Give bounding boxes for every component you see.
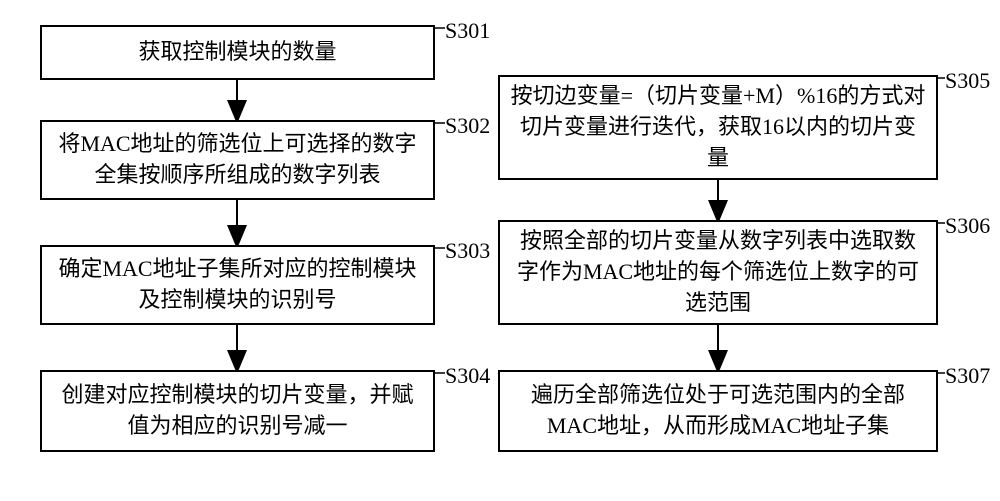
step-label-S302: S302 — [445, 113, 490, 139]
flowchart-canvas: 获取控制模块的数量将MAC地址的筛选位上可选择的数字全集按顺序所组成的数字列表确… — [0, 0, 1000, 501]
flow-node-n5: 按切边变量=（切片变量+M）%16的方式对切片变量进行迭代，获取16以内的切片变… — [498, 75, 938, 180]
flow-node-n2: 将MAC地址的筛选位上可选择的数字全集按顺序所组成的数字列表 — [40, 120, 435, 200]
flow-node-n4: 创建对应控制模块的切片变量，并赋值为相应的识别号减一 — [40, 370, 435, 452]
flow-node-text: 创建对应控制模块的切片变量，并赋值为相应的识别号减一 — [52, 380, 423, 442]
flow-node-text: 确定MAC地址子集所对应的控制模块及控制模块的识别号 — [52, 254, 423, 316]
step-label-S303: S303 — [445, 238, 490, 264]
flow-node-text: 按切边变量=（切片变量+M）%16的方式对切片变量进行迭代，获取16以内的切片变… — [510, 81, 926, 173]
flow-node-n3: 确定MAC地址子集所对应的控制模块及控制模块的识别号 — [40, 245, 435, 325]
step-label-S305: S305 — [945, 68, 990, 94]
flow-node-n1: 获取控制模块的数量 — [40, 25, 435, 80]
step-label-S301: S301 — [445, 18, 490, 44]
flow-node-n7: 遍历全部筛选位处于可选范围内的全部MAC地址，从而形成MAC地址子集 — [498, 370, 938, 452]
flow-node-n6: 按照全部的切片变量从数字列表中选取数字作为MAC地址的每个筛选位上数字的可选范围 — [498, 220, 938, 325]
flow-node-text: 按照全部的切片变量从数字列表中选取数字作为MAC地址的每个筛选位上数字的可选范围 — [510, 226, 926, 318]
flow-node-text: 获取控制模块的数量 — [138, 37, 336, 68]
step-label-S307: S307 — [945, 363, 990, 389]
step-label-S306: S306 — [945, 213, 990, 239]
flow-node-text: 遍历全部筛选位处于可选范围内的全部MAC地址，从而形成MAC地址子集 — [510, 380, 926, 442]
flow-node-text: 将MAC地址的筛选位上可选择的数字全集按顺序所组成的数字列表 — [52, 129, 423, 191]
step-label-S304: S304 — [445, 363, 490, 389]
